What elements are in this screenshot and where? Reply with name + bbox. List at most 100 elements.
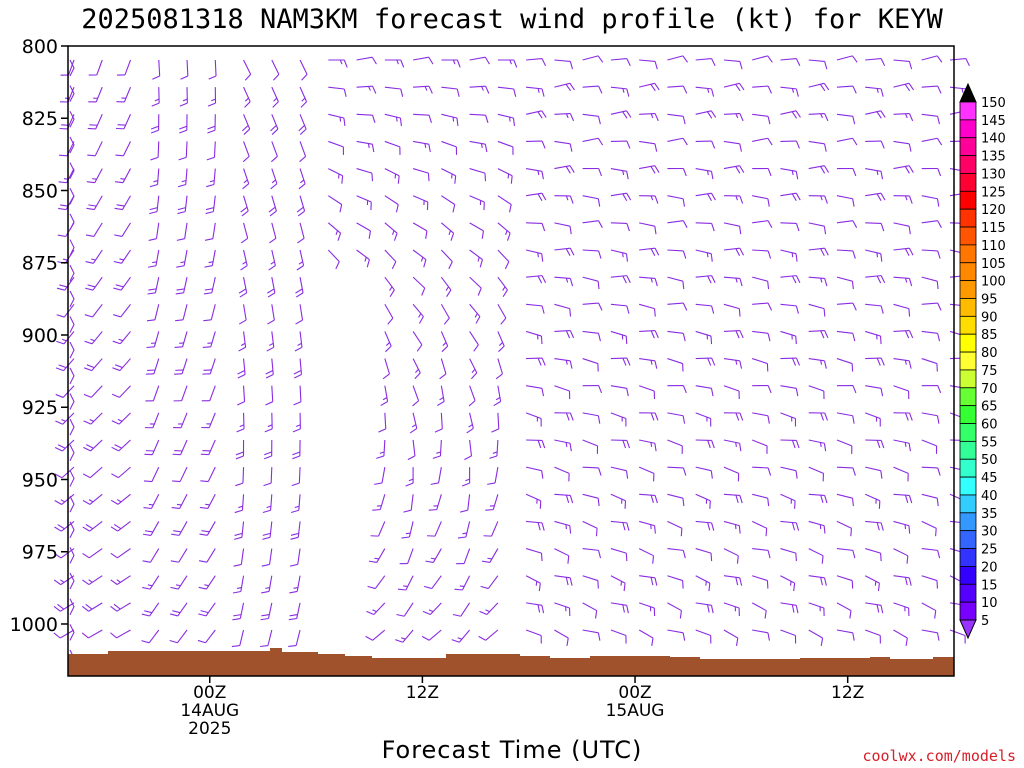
wind-barb-flag — [908, 412, 913, 421]
wind-barb-flag — [479, 259, 483, 268]
wind-barb-flag — [500, 317, 507, 325]
wind-barb-flag — [54, 553, 62, 559]
wind-barb-flag — [735, 166, 741, 174]
wind-barb — [441, 140, 457, 148]
wind-barb-flag — [908, 278, 913, 287]
wind-barb-flag — [541, 192, 547, 201]
wind-barb — [921, 439, 937, 447]
wind-barb — [639, 59, 656, 62]
wind-barb — [695, 222, 712, 225]
wind-barb — [299, 141, 307, 157]
wind-barb — [428, 629, 442, 641]
colorbar-swatch — [959, 333, 977, 353]
wind-barb — [893, 602, 909, 609]
credit-text[interactable]: coolwx.com/models — [862, 747, 1016, 765]
wind-barb-flag — [767, 116, 771, 125]
wind-barb-flag — [54, 526, 62, 532]
wind-barb-flag — [198, 560, 208, 563]
wind-barb-flag — [650, 330, 655, 339]
wind-barb-flag — [820, 577, 823, 586]
wind-barb — [752, 493, 768, 499]
wind-barb — [893, 629, 908, 639]
wind-barb — [407, 548, 414, 564]
wind-barb-flag — [232, 590, 241, 594]
wind-barb-flag — [273, 73, 280, 81]
wind-barb-flag — [379, 451, 385, 454]
wind-barb — [152, 412, 160, 428]
wind-barb-flag — [682, 116, 686, 125]
wind-barb — [836, 520, 852, 529]
wind-barb-flag — [263, 482, 272, 487]
chart-title: 2025081318 NAM3KM forecast wind profile … — [81, 4, 943, 35]
wind-barb-flag — [541, 58, 547, 67]
wind-barb-flag — [706, 252, 709, 258]
wind-barb — [116, 602, 131, 612]
wind-barb — [893, 358, 910, 362]
wind-barb-flag — [495, 373, 503, 380]
wind-barb-flag — [908, 247, 914, 256]
wind-barb-flag — [820, 248, 825, 256]
wind-barb-flag — [292, 428, 301, 433]
wind-barb-flag — [204, 238, 213, 241]
wind-barb-flag — [654, 412, 659, 421]
wind-barb — [485, 629, 499, 641]
wind-barb — [469, 85, 486, 88]
wind-barb — [150, 494, 160, 509]
wind-barb — [243, 358, 246, 375]
wind-barb — [639, 140, 656, 145]
wind-barb — [60, 602, 75, 612]
wind-barb — [469, 303, 481, 317]
wind-barb-flag — [238, 346, 246, 352]
wind-barb-flag — [267, 292, 276, 298]
wind-barb-flag — [422, 610, 431, 616]
wind-barb-flag — [235, 482, 244, 487]
wind-barb-flag — [237, 374, 246, 379]
wind-barb-flag — [791, 111, 798, 119]
colorbar-swatch — [959, 601, 977, 621]
wind-barb-flag — [908, 525, 911, 534]
wind-barb-flag — [397, 588, 406, 591]
wind-barb — [752, 85, 769, 88]
wind-barb — [582, 548, 599, 551]
wind-barb-flag — [208, 261, 214, 264]
wind-barb-flag — [626, 357, 631, 366]
wind-barb-flag — [565, 113, 569, 119]
wind-barb-flag — [368, 86, 371, 91]
wind-barb — [151, 439, 160, 455]
wind-barb — [582, 276, 599, 282]
wind-barb-flag — [456, 88, 460, 97]
wind-barb — [214, 59, 217, 77]
wind-barb-flag — [113, 287, 122, 291]
wind-barb — [780, 86, 797, 90]
wind-barb-flag — [238, 505, 243, 509]
wind-barb-flag — [622, 111, 628, 119]
wind-barb — [441, 222, 454, 234]
wind-barb — [921, 249, 938, 252]
wind-barb-flag — [489, 455, 498, 459]
colorbar-bottom-arrow — [959, 619, 977, 640]
wind-barb-flag — [171, 533, 180, 536]
wind-barb-flag — [55, 367, 64, 372]
wind-barb-flag — [739, 247, 745, 256]
wind-barb — [356, 140, 373, 145]
wind-barb — [381, 467, 386, 483]
wind-barb-flag — [565, 494, 570, 503]
wind-barb-flag — [114, 444, 122, 449]
wind-barb-flag — [400, 637, 406, 640]
wind-barb-flag — [294, 505, 300, 509]
wind-barb-flag — [541, 275, 547, 284]
wind-barb — [121, 222, 131, 237]
wind-barb-flag — [91, 258, 96, 261]
wind-barb-flag — [392, 230, 395, 236]
wind-barb-flag — [83, 393, 92, 398]
wind-barb-flag — [767, 168, 772, 177]
wind-barb-flag — [767, 250, 772, 259]
wind-barb — [412, 195, 429, 203]
wind-barb-flag — [852, 302, 857, 311]
wind-barb-flag — [880, 58, 886, 67]
wind-barb-flag — [86, 444, 94, 449]
wind-barb — [921, 302, 938, 305]
wind-barb — [271, 277, 276, 293]
wind-barb-flag — [824, 247, 829, 256]
wind-barb-flag — [739, 278, 743, 287]
